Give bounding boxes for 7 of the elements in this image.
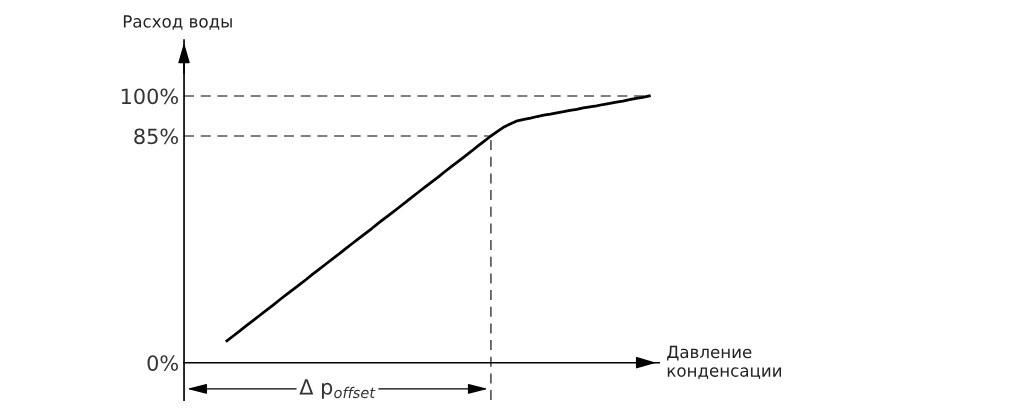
text: Давление конденсации [667,345,782,379]
line-series [225,94,651,343]
y-tick-label: 85% [134,128,179,145]
y-axis-title: Расход воды [123,15,232,30]
annotation: Δ p$_{offset}$ [299,379,376,399]
y-tick-label: 100% [121,88,179,105]
y-tick-label: 0% [147,355,179,371]
